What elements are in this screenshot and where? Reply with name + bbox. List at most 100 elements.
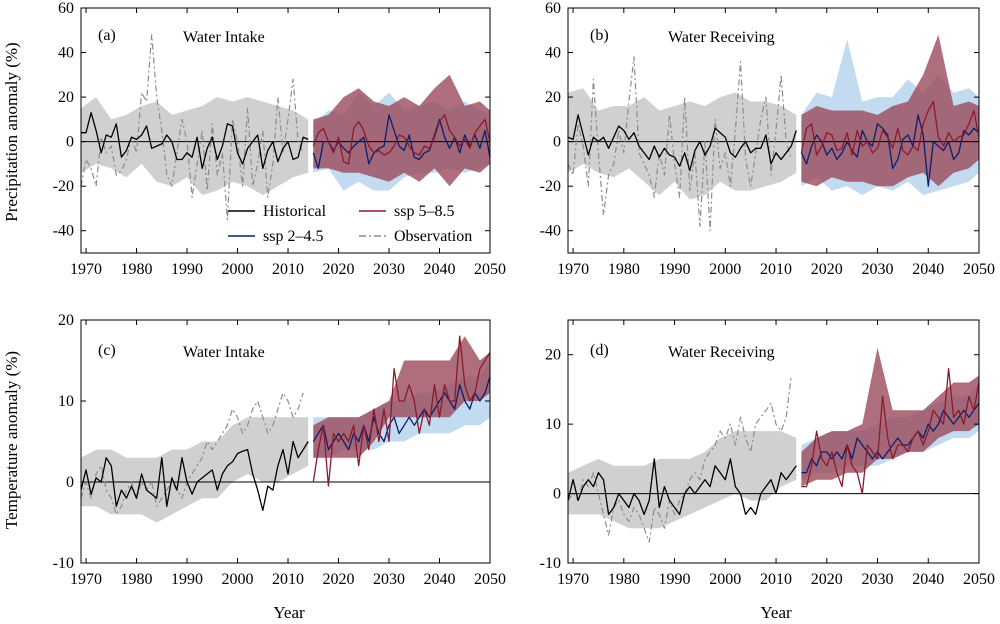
panel-b-series-ssp-5-8-5 [800,100,979,156]
panel-b-xtick-label-2030: 2030 [862,261,894,278]
panel-c-xtick-label-2010: 2010 [272,571,304,588]
panel-a-xtick-label-1980: 1980 [121,261,153,278]
panel-c-ytick-label-20: 20 [58,312,74,329]
x-axis-title-right: Year [760,603,792,622]
panel-b-ytick-label-0: 0 [553,134,561,151]
panel-c-frame [80,319,491,564]
panel-c-plot-area [81,335,490,523]
panel-a-xtick-label-2040: 2040 [424,261,456,278]
panel-d-water-receiving-temperature: (d) Water Receiving 1970 1980 1990 2000 2010… [540,319,995,588]
panel-d-ytick-label-20: 20 [545,347,561,364]
panel-d-ytick-label-0: 0 [553,486,561,503]
panel-c-series-ssp-2-4-5 [312,376,490,451]
panel-a-xtick-label-2000: 2000 [222,261,254,278]
panel-d-xtick-label-1970: 1970 [557,571,589,588]
panel-b-ytick-label--40: -40 [540,223,561,240]
panel-c-xtick-label-2000: 2000 [222,571,254,588]
panel-c-series-observation [81,392,304,516]
panel-b-series-observation [568,56,792,232]
panel-b-series-ssp-2-4-5 [800,114,979,187]
panel-c-title: Water Intake [183,344,265,361]
panel-d-band-historical [568,431,797,529]
panel-c-ytick-label--10: -10 [53,555,74,572]
panel-b-xtick-label-1970: 1970 [557,261,589,278]
panel-d-xtick-label-2050: 2050 [963,571,995,588]
panel-d-xtick-label-1980: 1980 [608,571,640,588]
panel-c-xtick-label-2030: 2030 [373,571,405,588]
panel-c-xtick-label-1990: 1990 [171,571,203,588]
panel-d-xtick-label-2010: 2010 [760,571,792,588]
panel-c-series-historical [81,440,309,512]
panel-a-ytick-label-60: 60 [58,0,74,17]
panel-b-xtick-label-1980: 1980 [608,261,640,278]
panel-a-xtick-label-2020: 2020 [323,261,355,278]
panel-a-xtick-label-1990: 1990 [171,261,203,278]
panel-a-xtick-label-2030: 2030 [373,261,405,278]
panel-a-plot-area [81,34,490,221]
panel-b-ytick-label-40: 40 [545,45,561,62]
panel-a-ylabel: Precipitation anomaly (%) [2,42,21,221]
legend-ssp585-label: ssp 5–8.5 [394,203,454,220]
panel-b-xtick-label-1990: 1990 [659,261,691,278]
panel-b-series-historical [568,114,797,172]
panel-d-band-ssp-5-8-5 [801,347,979,487]
panel-a-ytick-label-40: 40 [58,45,74,62]
panel-d-xtick-label-2000: 2000 [709,571,741,588]
panel-a-title: Water Intake [183,29,265,46]
panel-b-frame [567,7,980,254]
panel-b-band-ssp-5-8-5 [801,34,979,187]
legend-observation-label: Observation [394,228,472,245]
panel-b-xtick-label-2050: 2050 [963,261,995,278]
panel-a-series-ssp-5-8-5 [312,114,490,165]
panel-d-series-historical [568,458,797,516]
panel-a-ytick-label--40: -40 [53,223,74,240]
panel-b-title: Water Receiving [668,29,775,46]
panel-a-xtick-label-2050: 2050 [474,261,506,278]
panel-d-ytick-label-10: 10 [545,416,561,433]
panel-d-plot-area [568,347,979,543]
panel-d-xtick-label-2020: 2020 [811,571,843,588]
panel-c-band-ssp-5-8-5 [313,336,490,458]
panel-a-water-intake-precipitation: Precipitation anomaly (%) (a) Water Inta… [2,0,506,278]
panel-a-series-ssp-2-4-5 [312,114,490,170]
panel-d-xtick-label-1990: 1990 [659,571,691,588]
panel-b-xtick-label-2010: 2010 [760,261,792,278]
panel-a-xtick-label-2010: 2010 [272,261,304,278]
panel-d-frame [567,319,980,564]
panel-b-ytick-label-20: 20 [545,89,561,106]
panel-b-xtick-label-2020: 2020 [811,261,843,278]
panel-c-series-ssp-5-8-5 [312,335,490,487]
panel-b-xtick-label-2000: 2000 [709,261,741,278]
panel-c-ytick-label-10: 10 [58,393,74,410]
panel-c-xtick-label-2040: 2040 [424,571,456,588]
panel-a-frame [80,7,491,254]
panel-a-series-observation [81,34,304,221]
x-axis-title-left: Year [273,603,305,622]
panel-b-water-receiving-precipitation: (b) Water Receiving 1970 1980 1990 2000 2010… [540,0,995,278]
panel-d-xtick-label-2030: 2030 [862,571,894,588]
panel-b-plot-area [568,34,979,232]
panel-c-label: (c) [98,342,116,359]
panel-b-ytick-label--20: -20 [540,178,561,195]
panel-d-ytick-label--10: -10 [540,555,561,572]
panel-c-water-intake-temperature: Temperature anomaly (%) (c) Water Intake… [2,312,506,588]
panel-a-band-ssp-5-8-5 [313,74,490,187]
panel-c-xtick-label-1970: 1970 [70,571,102,588]
panel-c-xtick-label-1980: 1980 [121,571,153,588]
panel-b-ytick-label-60: 60 [545,0,561,17]
panel-a-label: (a) [98,27,116,44]
panel-c-ytick-label-0: 0 [66,474,74,491]
panel-a-ytick-label-0: 0 [66,134,74,151]
panel-a-ytick-label--20: -20 [53,178,74,195]
panel-d-series-ssp-5-8-5 [801,367,979,495]
panel-a-ytick-label-20: 20 [58,89,74,106]
panel-a-series-historical [81,112,309,170]
panel-a-xtick-label-1970: 1970 [70,261,102,278]
legend: Historical ssp 5–8.5 ssp 2–4.5 Observati… [228,203,472,245]
panel-b-label: (b) [590,27,609,44]
legend-historical-label: Historical [263,203,327,220]
panel-d-series-observation [568,375,792,543]
panel-d-xtick-label-2040: 2040 [912,571,944,588]
panel-c-xtick-label-2050: 2050 [474,571,506,588]
